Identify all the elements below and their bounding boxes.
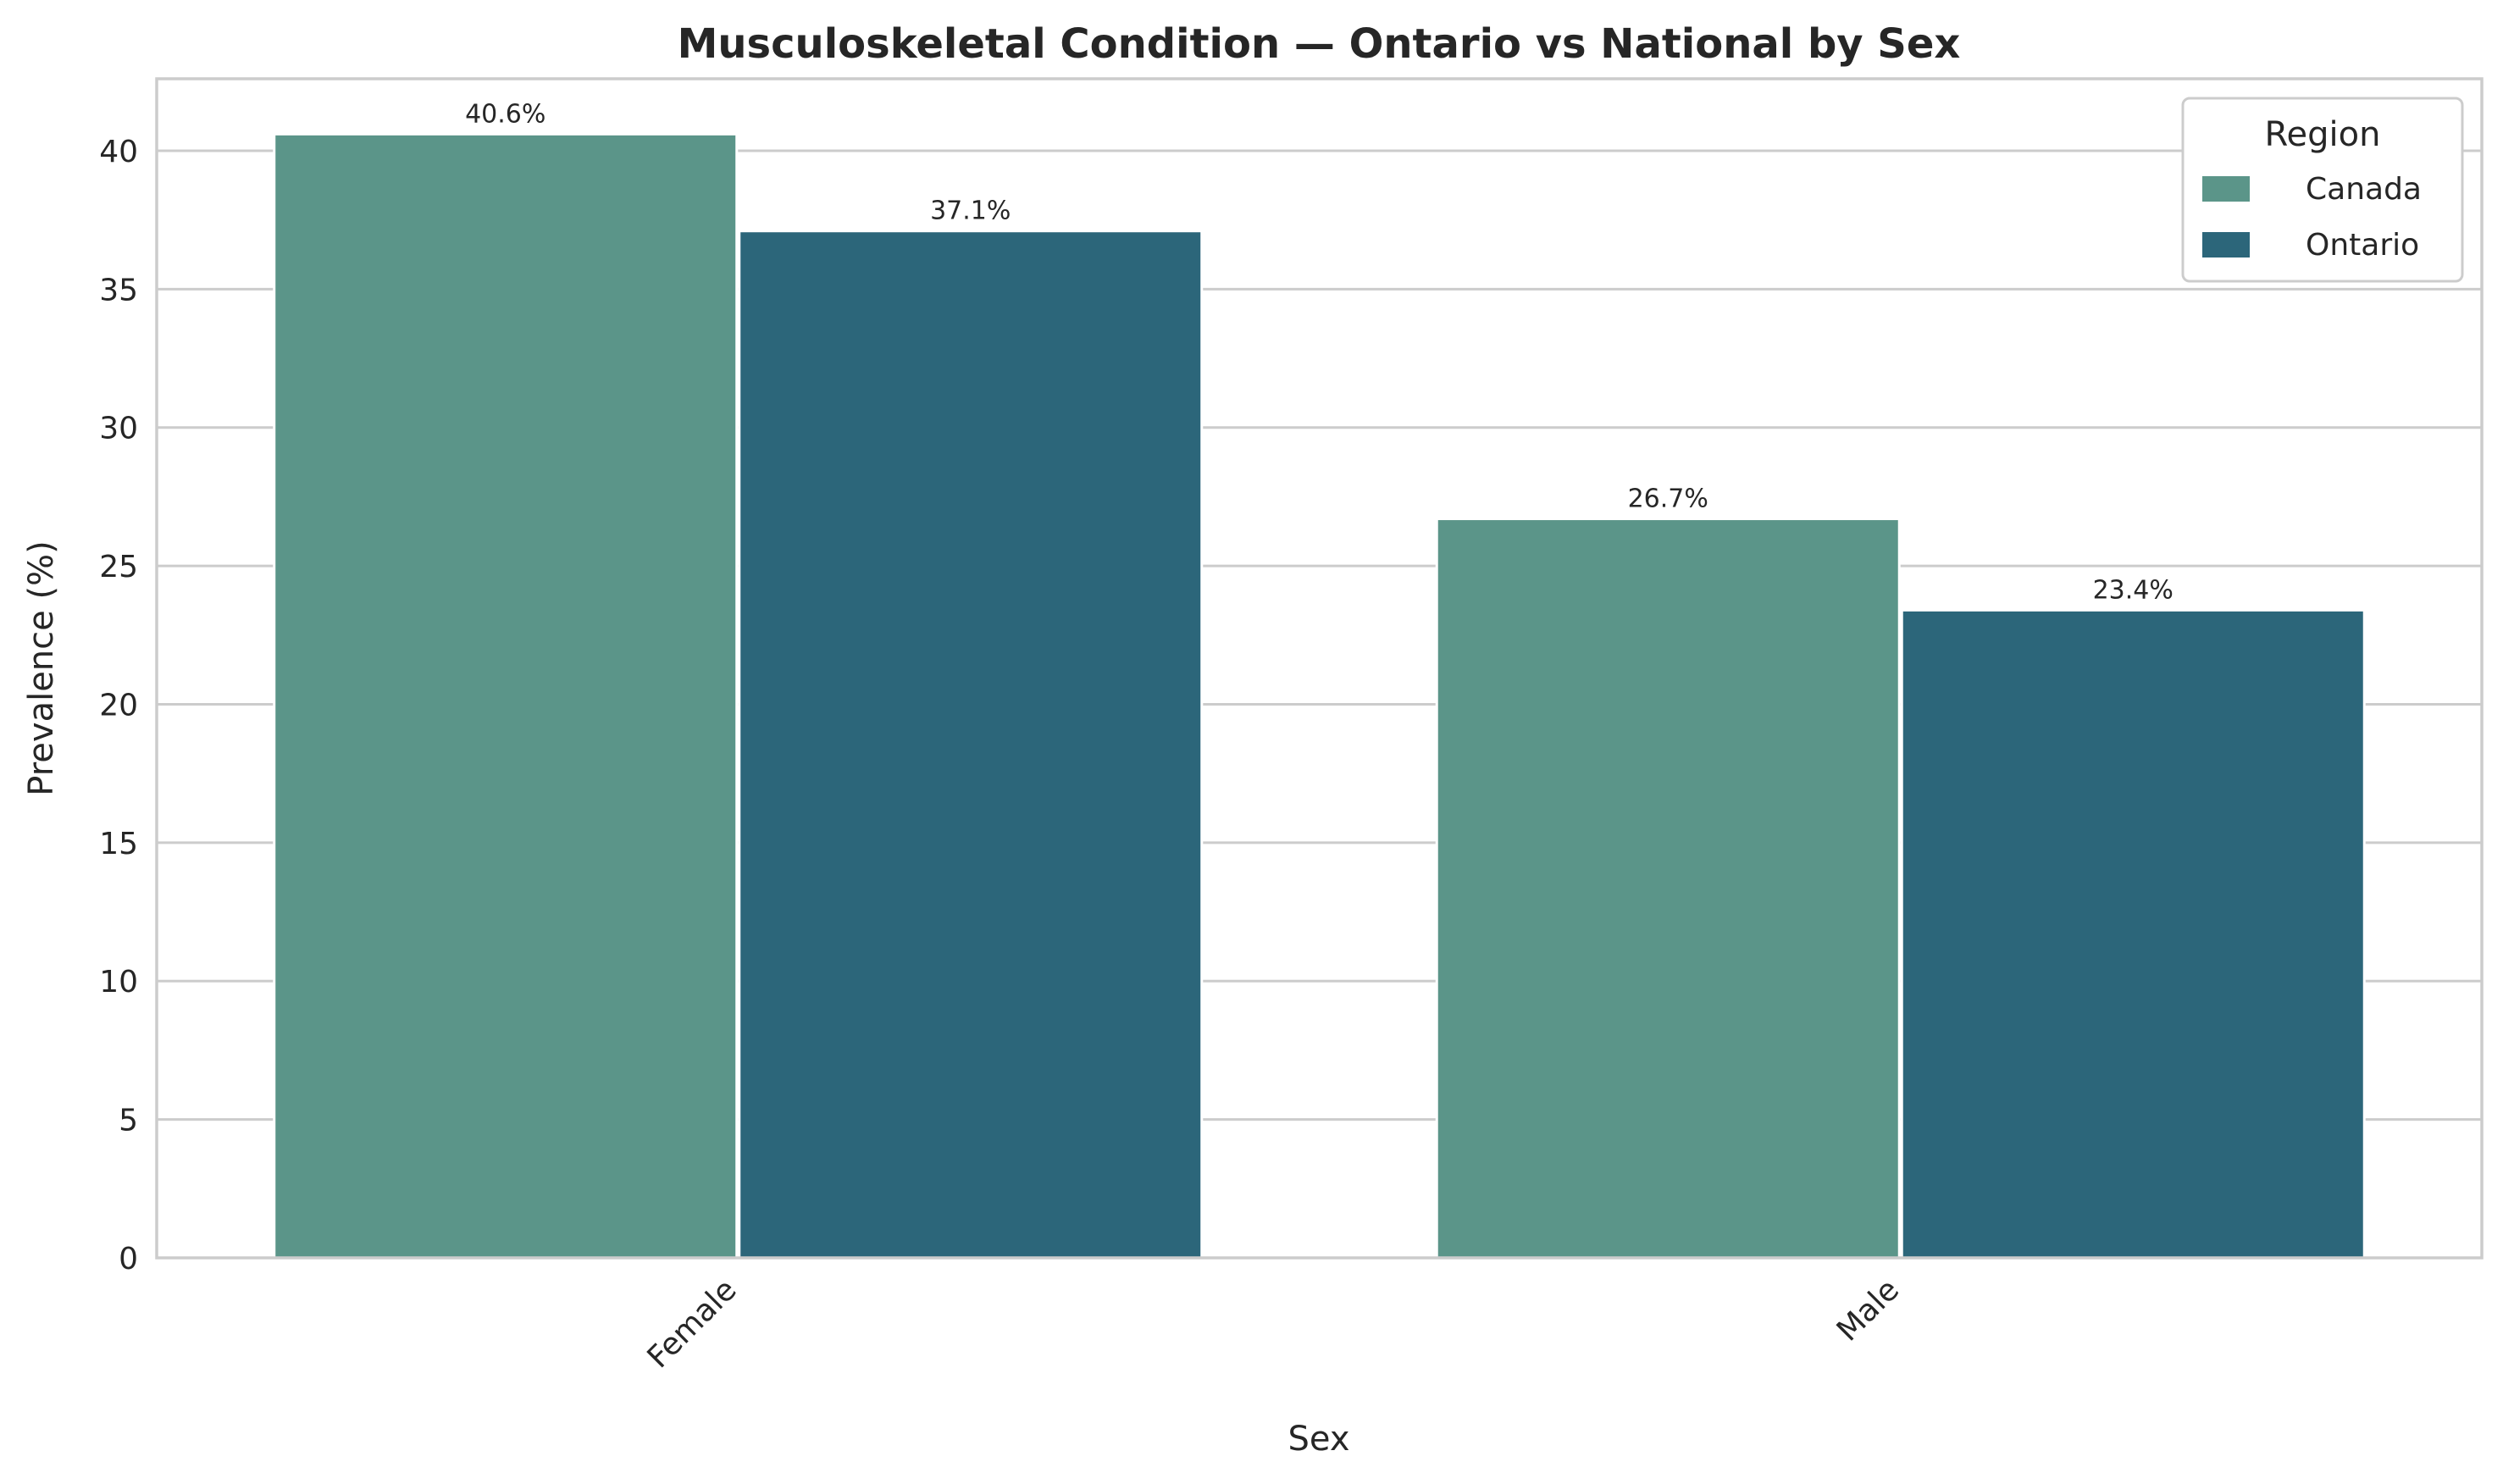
bar-ontario-male <box>1900 608 2366 1260</box>
y-axis-ticks: 0 5 10 15 20 25 30 35 40 <box>99 135 138 1276</box>
bar-value-label: 37.1% <box>930 197 1011 226</box>
y-tick-label: 0 <box>119 1242 138 1276</box>
y-tick-label: 15 <box>99 827 138 861</box>
legend-label-ontario: Ontario <box>2306 228 2419 263</box>
y-tick-label: 35 <box>99 273 138 307</box>
plot-frame <box>155 77 2484 1260</box>
legend-title: Region <box>2265 115 2381 154</box>
legend-items: Canada Ontario <box>2202 172 2422 263</box>
bar-value-label: 40.6% <box>465 99 545 129</box>
x-axis-label: Sex <box>1288 1420 1350 1459</box>
bar-ontario-female <box>738 230 1204 1260</box>
bar-canada-female <box>273 132 739 1260</box>
bar-value-label: 23.4% <box>2093 575 2174 605</box>
x-tick-label: Male <box>1830 1272 1906 1348</box>
x-tick-label: Female <box>641 1272 744 1375</box>
y-axis-label: Prevalence (%) <box>22 540 61 795</box>
legend-label-canada: Canada <box>2306 172 2422 207</box>
legend-swatch-ontario <box>2202 232 2250 257</box>
y-tick-label: 40 <box>99 135 138 169</box>
bars <box>273 132 2366 1260</box>
legend-box <box>2181 97 2464 283</box>
y-tick-label: 30 <box>99 412 138 446</box>
y-tick-label: 10 <box>99 965 138 999</box>
y-tick-label: 25 <box>99 550 138 584</box>
bar-value-label: 26.7% <box>1628 485 1708 514</box>
legend: Region Canada Ontario <box>2181 97 2464 283</box>
x-axis-ticks: Female Male <box>641 1272 1907 1375</box>
bar-canada-male <box>1435 518 1901 1260</box>
legend-swatch-canada <box>2202 176 2250 202</box>
bar-data-labels: 40.6% 37.1% 26.7% 23.4% <box>465 99 2174 605</box>
y-tick-label: 5 <box>119 1104 138 1138</box>
chart-title: Musculoskeletal Condition — Ontario vs N… <box>678 20 1961 68</box>
y-tick-label: 20 <box>99 688 138 723</box>
